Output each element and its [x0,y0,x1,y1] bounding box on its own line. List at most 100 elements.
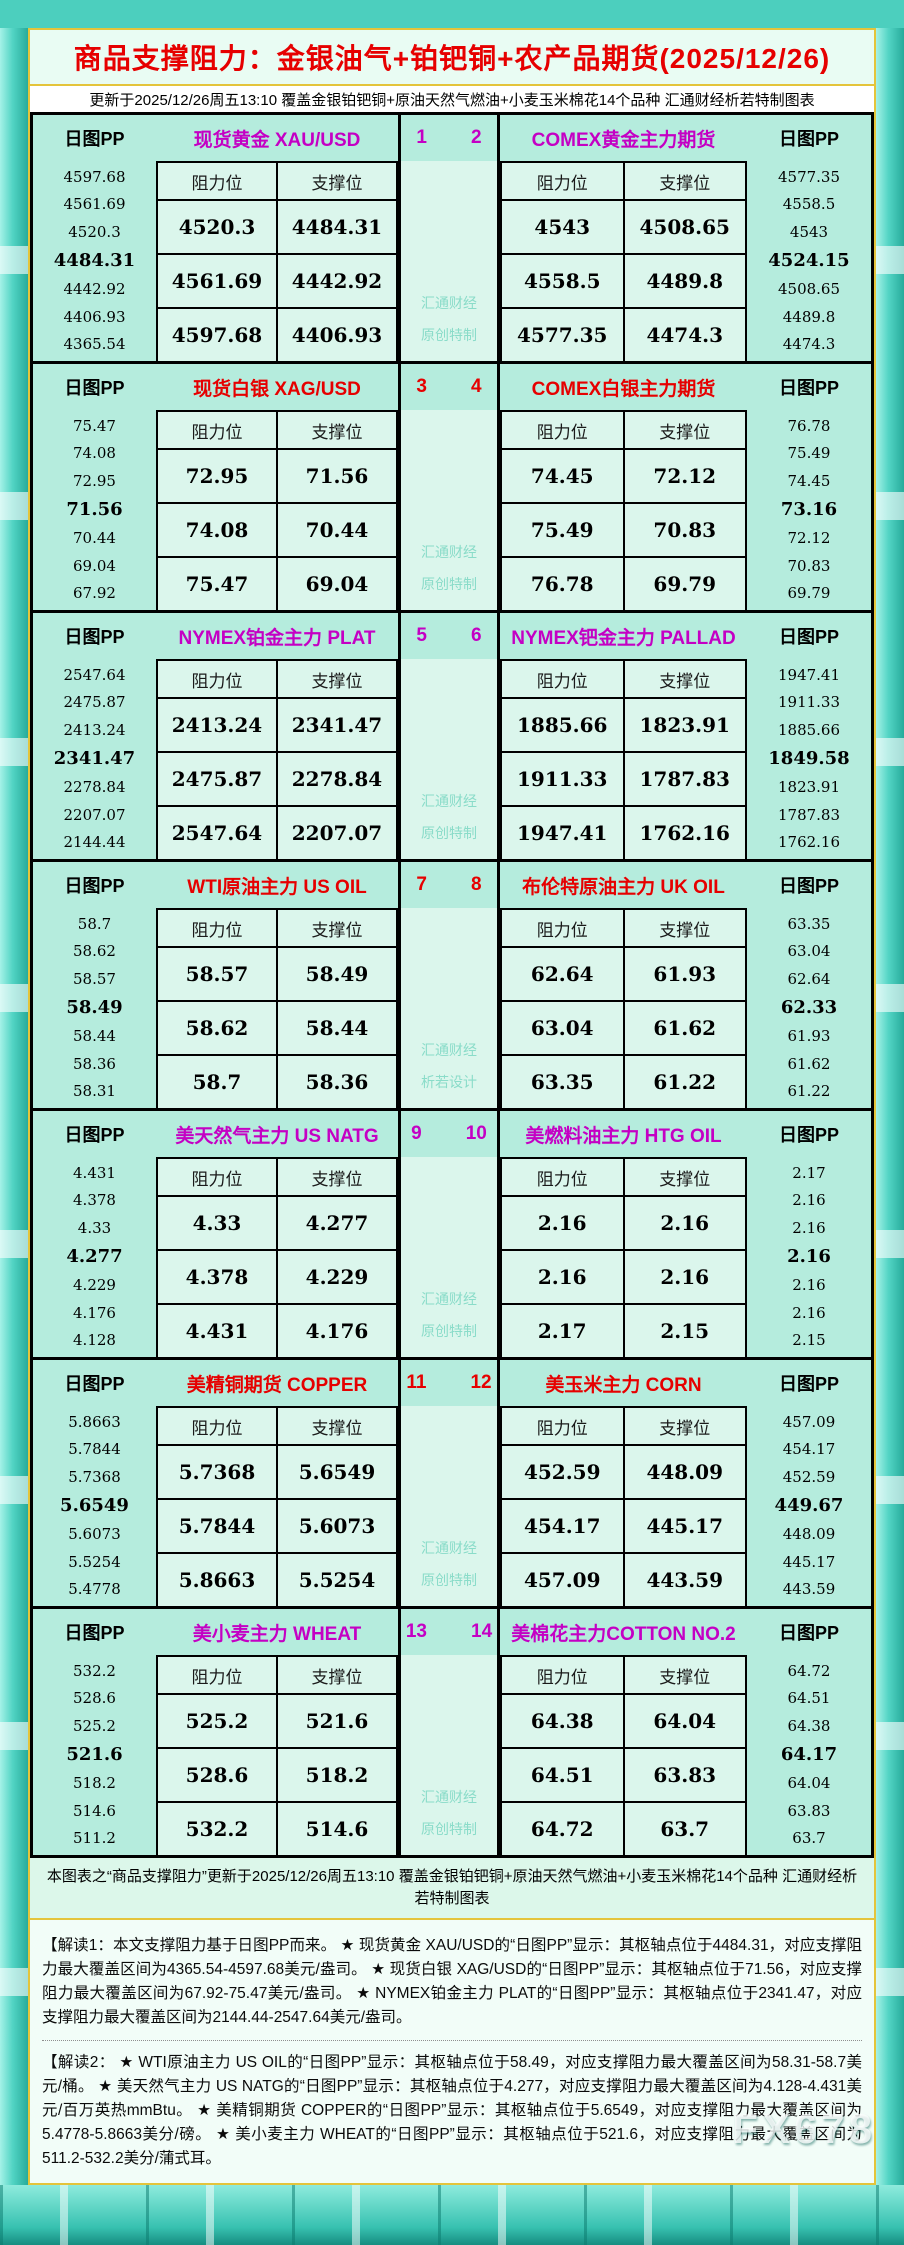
support-value: 4406.93 [278,309,396,361]
pp-level: 4.176 [73,1303,116,1322]
pp-level: 64.51 [787,1689,831,1708]
pp-column-left: 日图PP 2547.64 2475.87 2413.24 2341.47 2278.84… [33,613,156,859]
watermark-line: 汇通财经 [421,1789,477,1805]
support-value: 61.22 [624,1056,745,1108]
resistance-value: 532.2 [158,1803,276,1855]
sub-table-left: 阻力位 支撑位 72.95 71.56 74.08 70.44 75.47 69.04 [156,410,398,610]
pair-numbers: 11 12 [401,1360,497,1406]
pp-values-left: 532.2 528.6 525.2 521.6 518.2 514.6 511.2 [33,1655,156,1855]
resistance-value: 528.6 [158,1749,276,1801]
note-paragraph-1: 【解读1：本文支撑阻力基于日图PP而来。 ★ 现货黄金 XAU/USD的“日图P… [42,1936,862,2026]
watermark-line: 原创特制 [421,1323,477,1339]
notes: 【解读1：本文支撑阻力基于日图PP而来。 ★ 现货黄金 XAU/USD的“日图P… [30,1919,874,2183]
instrument-title-left: WTI原油主力 US OIL [187,876,367,898]
instrument-title-right: NYMEX钯金主力 PALLAD [511,627,736,649]
support-value: 58.49 [278,948,396,1000]
support-value: 5.6549 [278,1446,396,1498]
support-value: 1787.83 [624,753,745,805]
pp-level: 2278.84 [63,778,126,797]
support-value: 61.93 [624,948,745,1000]
pp-values-right: 2.17 2.16 2.16 2.16 2.16 2.16 2.15 [747,1157,871,1357]
resistance-value: 4577.35 [502,309,623,361]
pp-level: 64.17 [780,1743,838,1765]
pp-column-right: 日图PP 1947.41 1911.33 1885.66 1849.58 1823.91… [747,613,871,859]
brand-watermark: 汇通财经 原创特制 [401,1157,497,1357]
pp-level: 71.56 [66,498,123,520]
pp-level: 2.17 [792,1164,826,1183]
resistance-value: 75.47 [158,558,276,610]
pp-level: 61.93 [787,1027,831,1046]
pair-number: 7 [416,874,427,895]
pp-level: 74.45 [787,471,831,490]
pp-values-left: 5.8663 5.7844 5.7368 5.6549 5.6073 5.5254 5.47… [33,1406,156,1606]
resistance-header: 阻力位 [502,910,623,946]
support-header: 支撑位 [624,910,745,946]
pp-level: 58.36 [73,1054,116,1073]
resistance-value: 76.78 [502,558,623,610]
support-value: 4474.3 [624,309,745,361]
pp-level: 4.431 [73,1164,116,1183]
pp-header: 日图PP [778,129,839,149]
sub-table-right: 阻力位 支撑位 4543 4508.65 4558.5 4489.8 4577.35 4474… [500,161,747,361]
pair-number: 14 [471,1621,493,1642]
resistance-value: 63.04 [502,1002,623,1054]
page-title: 商品支撑阻力：金银油气+铂钯铜+农产品期货(2025/12/26) [30,30,874,86]
resistance-value: 452.59 [502,1446,623,1498]
resistance-value: 74.08 [158,504,276,556]
resistance-value: 63.35 [502,1056,623,1108]
pp-column-left: 日图PP 75.47 74.08 72.95 71.56 70.44 69.04 67.92 [33,364,156,610]
instrument-block-left: 美小麦主力 WHEAT 阻力位 支撑位 525.2 521.6 528.6 518.2 53… [156,1609,398,1855]
pair-number-column: 5 6 汇通财经 原创特制 [398,613,500,859]
pp-level: 457.09 [782,1413,836,1432]
pp-level: 5.5254 [68,1552,121,1571]
pair-number-column: 3 4 汇通财经 原创特制 [398,364,500,610]
resistance-value: 454.17 [502,1500,623,1552]
resistance-value: 62.64 [502,948,623,1000]
pp-column-right: 日图PP 2.17 2.16 2.16 2.16 2.16 2.16 2.15 [747,1111,871,1357]
pp-level: 4474.3 [782,334,836,353]
support-value: 63.7 [624,1803,745,1855]
pp-header: 日图PP [778,876,839,896]
pp-header: 日图PP [778,378,839,398]
support-value: 70.44 [278,504,396,556]
pp-header: 日图PP [64,876,125,896]
pair-number: 4 [471,376,482,397]
sub-table-left: 阻力位 支撑位 4520.3 4484.31 4561.69 4442.92 4597.68… [156,161,398,361]
pp-level: 2547.64 [63,666,126,685]
instrument-block-right: NYMEX钯金主力 PALLAD 阻力位 支撑位 1885.66 1823.91 191… [500,613,747,859]
resistance-value: 1947.41 [502,807,623,859]
support-value: 5.5254 [278,1554,396,1606]
support-value: 445.17 [624,1500,745,1552]
pp-level: 70.44 [73,529,116,548]
pp-values-right: 64.72 64.51 64.38 64.17 64.04 63.83 63.7 [747,1655,871,1855]
pair-number: 12 [470,1372,492,1393]
pp-header: 日图PP [64,1623,125,1643]
sub-table-left: 阻力位 支撑位 58.57 58.49 58.62 58.44 58.7 58.36 [156,908,398,1108]
pair-number: 11 [406,1372,427,1393]
pp-level: 62.64 [787,969,831,988]
pp-level: 58.44 [73,1027,116,1046]
support-header: 支撑位 [624,1408,745,1444]
resistance-value: 4520.3 [158,201,276,253]
pp-level: 61.22 [787,1081,831,1100]
pp-header: 日图PP [64,1125,125,1145]
resistance-value: 72.95 [158,450,276,502]
watermark-line: 汇通财经 [421,1540,477,1556]
resistance-value: 525.2 [158,1695,276,1747]
pp-level: 4.33 [77,1218,112,1237]
pp-column-right: 日图PP 76.78 75.49 74.45 73.16 72.12 70.83 69.79 [747,364,871,610]
resistance-value: 5.8663 [158,1554,276,1606]
watermark-line: 原创特制 [421,327,477,343]
pp-level: 4577.35 [777,168,841,187]
sub-table-right: 阻力位 支撑位 1885.66 1823.91 1911.33 1787.83 1947.4… [500,659,747,859]
pair-number-column: 7 8 汇通财经 析若设计 [398,862,500,1108]
resistance-value: 4558.5 [502,255,623,307]
pp-level: 4597.68 [63,168,126,187]
watermark-line: 汇通财经 [421,295,477,311]
pp-level: 511.2 [73,1828,116,1847]
pair-number: 9 [411,1123,422,1144]
watermark-line: 原创特制 [421,825,477,841]
support-value: 514.6 [278,1803,396,1855]
support-value: 72.12 [624,450,745,502]
pp-level: 75.47 [73,417,116,436]
